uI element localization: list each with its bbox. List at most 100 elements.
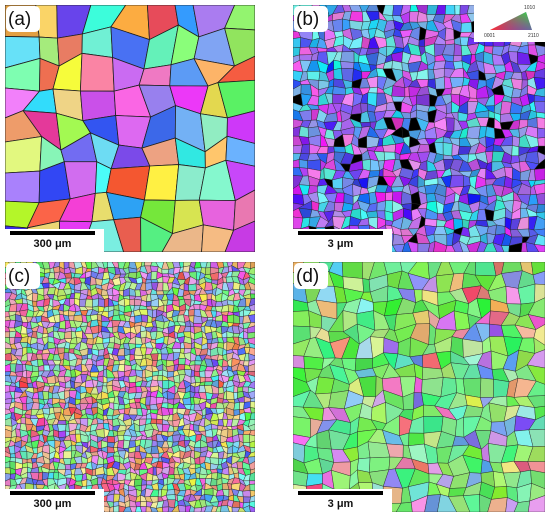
grain [532,271,545,285]
grain [57,420,67,425]
grain [236,461,243,469]
grain [145,396,151,406]
grain [476,241,488,252]
grain [91,468,97,476]
grain [249,440,255,448]
grain [210,478,218,486]
grain [177,504,186,512]
legend-label: 0001 [484,33,495,39]
grain [242,490,251,498]
grain [413,376,423,393]
grain [247,386,255,394]
grain [533,77,545,90]
grain [139,506,147,512]
grain [501,245,510,252]
grain [340,51,355,63]
grain [146,300,152,307]
grain [533,244,545,252]
grain [248,500,255,509]
grain [10,453,16,459]
grain [150,271,158,281]
grain [536,117,545,130]
grain [366,210,378,219]
grain [536,203,545,214]
grain [178,357,186,365]
grain [384,210,394,222]
grain [199,370,206,378]
grain [140,330,147,339]
grain [527,380,545,397]
grain [293,159,300,168]
grain [247,451,255,458]
grain [150,412,158,420]
grain [248,353,255,362]
grain [135,501,141,508]
scale-bar-label: 3 μm [328,238,354,250]
grain [249,412,255,420]
grain [407,241,419,252]
grain [340,61,355,69]
grain [193,507,203,512]
grain [247,281,255,291]
grain [249,446,255,454]
grain [63,161,98,200]
scale-bar-label: 3 μm [328,498,354,510]
grain [224,220,255,252]
grain [475,262,497,277]
grain [188,309,195,317]
grain [217,79,255,119]
grain [527,314,545,330]
grain [533,183,545,195]
grain [227,314,235,324]
grain [536,211,545,221]
grain [249,480,255,485]
grain [155,418,163,425]
grain [300,143,310,155]
grain [526,364,545,385]
grain [165,494,176,501]
scale-bar-label: 300 μm [34,498,72,510]
grain [526,349,545,369]
grain [242,434,251,444]
grain [408,432,425,446]
grain [395,502,413,512]
grain [128,375,137,383]
grain [248,314,255,323]
grain [247,276,255,285]
grain [512,135,520,148]
grain [533,337,545,354]
grain [249,472,255,482]
grain [90,314,98,321]
grain [247,267,255,275]
grain [483,242,497,252]
grain [528,415,545,431]
grain [20,417,26,425]
grain [528,429,545,447]
grain [248,380,255,389]
grain [215,505,222,512]
grain [5,136,43,174]
grain [5,331,11,338]
grain [183,283,189,292]
legend-label: 2110 [528,33,539,39]
grain [530,469,545,489]
grain [152,309,157,318]
grain [168,466,175,476]
grain [427,240,436,252]
grain [390,186,405,193]
grain [333,67,343,81]
grain [341,262,363,279]
grain [200,505,207,512]
grain [249,490,255,498]
grain [140,501,147,507]
grain [113,216,142,252]
grain [157,369,164,376]
grain [455,416,465,438]
grain [239,501,244,509]
panel-label: (d) [296,266,319,287]
grain [537,145,545,156]
grain [382,143,396,153]
grain [243,360,250,367]
grain [64,331,72,339]
grain [193,424,200,432]
